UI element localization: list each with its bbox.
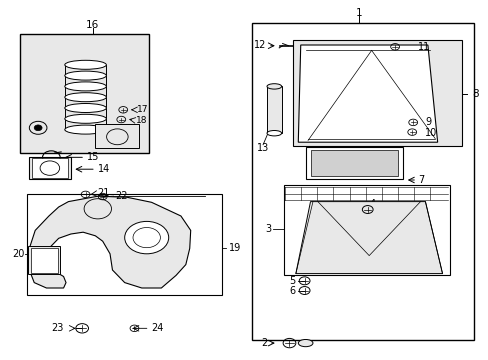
Bar [310,150,397,176]
Ellipse shape [266,130,281,136]
Ellipse shape [64,125,106,134]
Text: 12: 12 [254,40,266,50]
Ellipse shape [64,104,106,112]
Text: 3: 3 [264,224,271,234]
Text: 22: 22 [115,191,127,201]
Text: 9: 9 [425,117,431,127]
Text: 8: 8 [471,89,478,99]
Bar [28,246,60,274]
Ellipse shape [64,93,106,102]
Bar [266,86,281,133]
Ellipse shape [64,114,106,123]
Circle shape [34,125,42,131]
Text: 23: 23 [51,323,63,333]
Polygon shape [29,196,190,288]
Ellipse shape [64,60,106,69]
Text: 14: 14 [98,164,110,174]
Polygon shape [295,202,442,274]
Ellipse shape [266,84,281,89]
Text: 6: 6 [289,285,295,296]
Text: 10: 10 [425,128,437,138]
Text: 21: 21 [97,188,109,198]
Bar [251,23,473,340]
Text: 15: 15 [87,152,99,162]
Text: 7: 7 [417,175,424,185]
Text: 16: 16 [86,20,100,30]
Text: 18: 18 [136,116,147,125]
Bar [32,158,68,178]
Circle shape [124,221,168,254]
Text: 17: 17 [137,105,148,114]
Bar [27,194,222,295]
Text: 1: 1 [355,8,362,18]
Text: 11: 11 [417,42,429,52]
Text: 13: 13 [256,143,269,153]
Bar [29,157,71,179]
Text: 24: 24 [151,323,163,333]
Bar [31,248,58,273]
Ellipse shape [298,339,312,347]
Polygon shape [298,45,437,142]
Text: 5: 5 [289,276,295,286]
Ellipse shape [64,71,106,80]
Ellipse shape [64,82,106,91]
Text: 4: 4 [368,199,375,210]
Text: 20: 20 [12,249,24,259]
Bar [293,40,461,146]
Bar [305,147,403,179]
Bar [95,124,139,148]
Bar [20,34,149,153]
Text: 2: 2 [261,338,267,348]
Bar [283,185,449,275]
Text: 19: 19 [228,243,241,253]
